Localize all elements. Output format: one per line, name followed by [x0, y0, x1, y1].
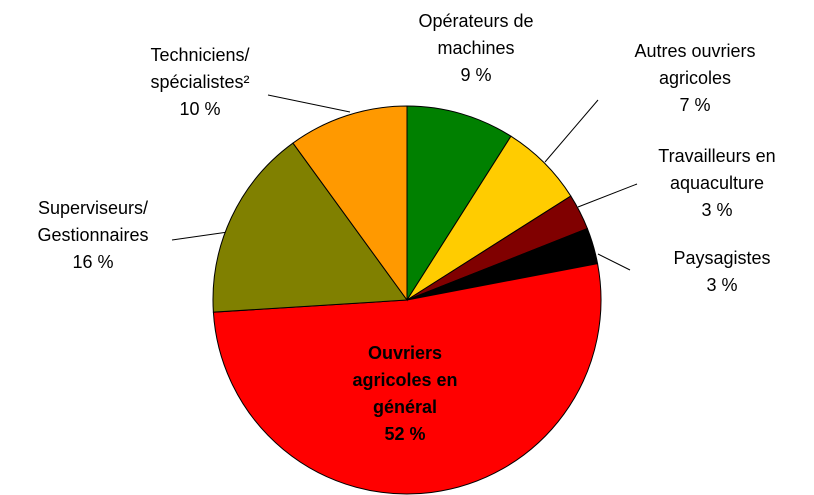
leader-line — [544, 99, 599, 163]
leader-line — [597, 253, 631, 271]
leader-line — [171, 230, 236, 241]
pie-slice — [406, 105, 512, 302]
category-label: Techniciens/ spécialistes² — [150, 45, 250, 92]
leader-line — [577, 183, 638, 208]
value-label: 3 % — [701, 200, 733, 220]
slice-label: Paysagistes 3 % — [612, 245, 814, 299]
category-label: Superviseurs/ Gestionnaires — [37, 198, 149, 245]
slice-label: Techniciens/ spécialistes² 10 % — [90, 42, 310, 123]
category-label: Autres ouvriers agricoles — [634, 41, 756, 88]
slice-label: Autres ouvriers agricoles 7 % — [585, 38, 805, 119]
value-label: 3 % — [706, 275, 738, 295]
pie-slice — [292, 105, 408, 302]
pie-slice — [212, 142, 408, 313]
slice-label: Opérateurs de machines 9 % — [366, 8, 586, 89]
category-label: Paysagistes — [673, 248, 771, 268]
slice-label: Ouvriers agricoles en général 52 % — [295, 340, 515, 448]
category-label: Opérateurs de machines — [418, 11, 534, 58]
slice-label: Travailleurs en aquaculture 3 % — [607, 143, 814, 224]
value-label: 10 % — [179, 99, 221, 119]
value-label: 52 % — [384, 424, 426, 444]
slice-label: Superviseurs/ Gestionnaires 16 % — [0, 195, 203, 276]
pie-slice — [212, 263, 602, 495]
leader-line — [267, 94, 351, 113]
category-label: Travailleurs en aquaculture — [658, 146, 776, 193]
value-label: 16 % — [72, 252, 114, 272]
leader-lines — [171, 94, 638, 271]
category-label: Ouvriers agricoles en général — [352, 343, 458, 417]
value-label: 9 % — [460, 65, 492, 85]
value-label: 7 % — [679, 95, 711, 115]
